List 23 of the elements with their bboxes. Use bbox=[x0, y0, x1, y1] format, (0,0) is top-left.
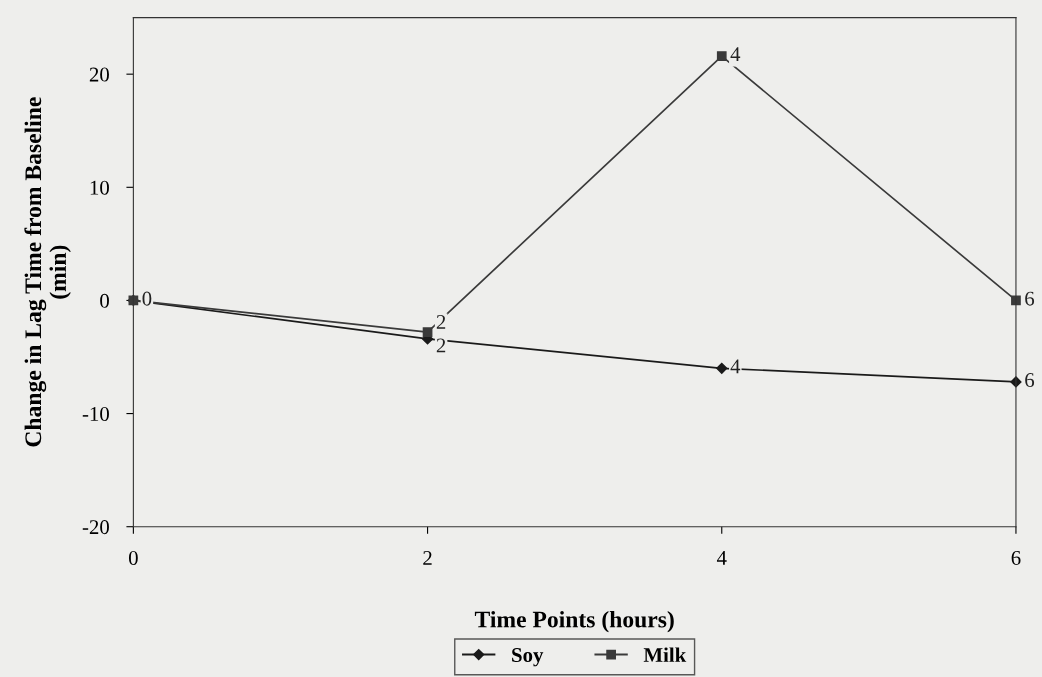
annotation: 6 bbox=[1025, 373, 1035, 388]
x-tick-label: 6 bbox=[1011, 550, 1021, 565]
annotation: 2 bbox=[436, 315, 446, 329]
x-axis-title: Time Points (hours) bbox=[474, 610, 674, 633]
legend-label: Milk bbox=[643, 647, 687, 662]
x-tick-label: 4 bbox=[716, 551, 727, 565]
point bbox=[716, 362, 728, 374]
point bbox=[716, 51, 727, 61]
y-tick-label: -20 bbox=[82, 520, 109, 535]
y-tick-label: 20 bbox=[89, 67, 109, 82]
point bbox=[422, 327, 433, 337]
annotation: 2 bbox=[436, 338, 446, 353]
legend-label: Soy bbox=[512, 648, 544, 667]
y-tick-label: 10 bbox=[90, 180, 109, 195]
annotation: 4 bbox=[730, 359, 741, 374]
y-tick-label: 0 bbox=[100, 293, 109, 308]
x-tick-label: 2 bbox=[423, 550, 432, 565]
annotation: 0 bbox=[142, 291, 152, 306]
y-tick-label: -10 bbox=[82, 406, 109, 422]
y-axis-title: Change in Lag Time from Baseline (min) bbox=[24, 97, 71, 447]
annotation: 4 bbox=[730, 47, 741, 62]
x-tick-label: 0 bbox=[128, 550, 138, 565]
annotation: 6 bbox=[1025, 291, 1035, 306]
